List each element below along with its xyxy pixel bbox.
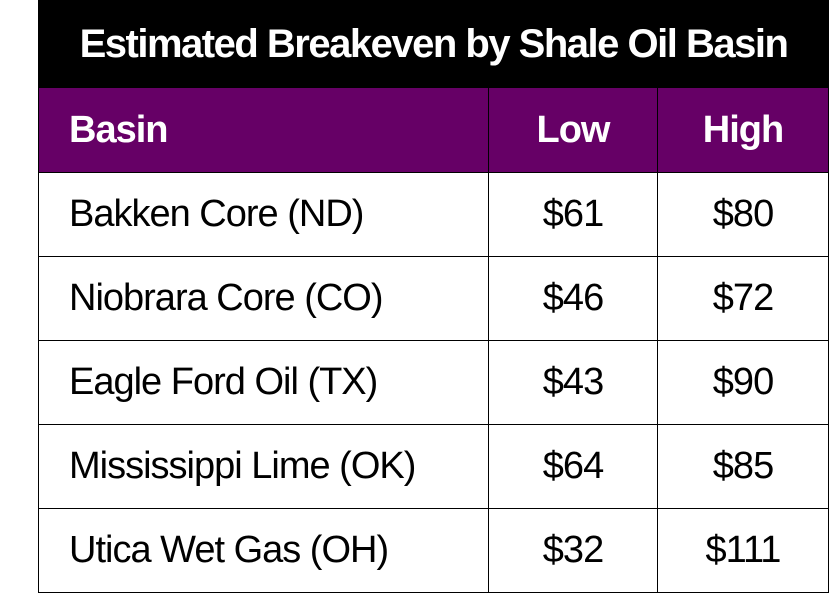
data-row: Eagle Ford Oil (TX) $43 $90 (38, 340, 830, 425)
price-cell: $111 (656, 508, 830, 593)
price-cell: $61 (488, 172, 658, 257)
price-cell: $43 (488, 340, 658, 425)
breakeven-table: Estimated Breakeven by Shale Oil Basin B… (37, 0, 830, 593)
basin-cell: Niobrara Core (CO) (38, 256, 489, 341)
price-cell: $46 (488, 256, 658, 341)
data-row: Bakken Core (ND) $61 $80 (38, 172, 830, 257)
title-row: Estimated Breakeven by Shale Oil Basin (37, 0, 830, 88)
column-header: Basin (38, 87, 489, 173)
table-body: Estimated Breakeven by Shale Oil Basin B… (37, 0, 830, 593)
basin-cell: Mississippi Lime (OK) (38, 424, 489, 509)
data-row: Mississippi Lime (OK) $64 $85 (38, 424, 830, 509)
basin-cell: Bakken Core (ND) (38, 172, 489, 257)
column-header: High (656, 87, 830, 173)
header-row: Basin Low High (38, 87, 830, 173)
data-row: Utica Wet Gas (OH) $32 $111 (38, 508, 830, 593)
price-cell: $85 (656, 424, 830, 509)
price-cell: $72 (656, 256, 830, 341)
price-cell: $64 (488, 424, 658, 509)
basin-cell: Utica Wet Gas (OH) (38, 508, 489, 593)
price-cell: $80 (656, 172, 830, 257)
table-title: Estimated Breakeven by Shale Oil Basin (37, 0, 830, 88)
price-cell: $90 (656, 340, 830, 425)
data-row: Niobrara Core (CO) $46 $72 (38, 256, 830, 341)
column-header: Low (488, 87, 658, 173)
price-cell: $32 (488, 508, 658, 593)
basin-cell: Eagle Ford Oil (TX) (38, 340, 489, 425)
